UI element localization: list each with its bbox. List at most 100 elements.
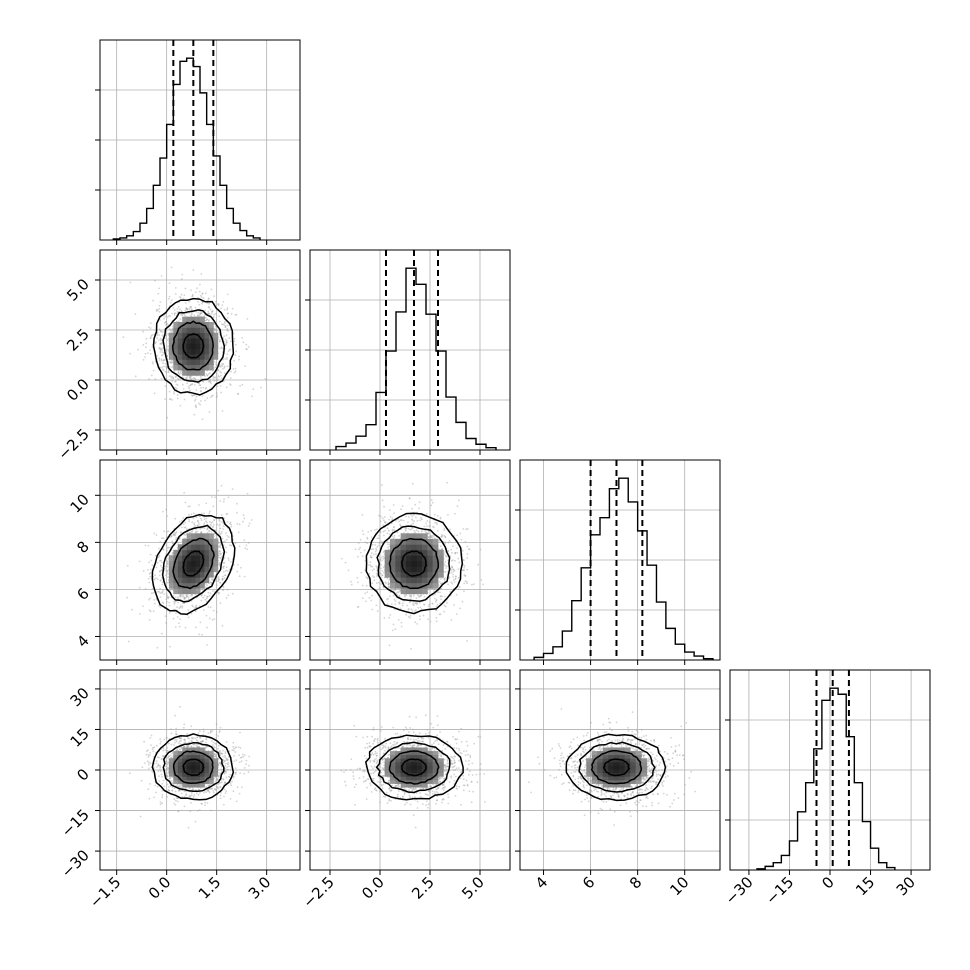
scatter-point [225,776,228,779]
scatter-point [157,309,159,312]
scatter-point [252,388,255,391]
scatter-point [211,310,213,313]
scatter-point [148,561,151,564]
scatter-point [223,556,226,559]
scatter-point [225,386,228,389]
scatter-point [411,603,414,606]
scatter-point [198,290,201,293]
scatter-point [213,295,216,298]
scatter-point [226,535,229,537]
scatter-point [452,571,454,573]
density-cell [400,577,407,584]
scatter-point [217,369,220,372]
density-cell [406,533,412,540]
scatter-point [168,601,171,604]
scatter-point [167,572,169,575]
scatter-point [218,591,221,594]
scatter-point [196,740,199,742]
scatter-point [224,324,227,327]
scatter-point [411,507,413,510]
density-cell [400,544,407,551]
scatter-point [155,791,157,794]
scatter-point [177,596,179,598]
scatter-point [411,527,414,529]
scatter-point [190,289,192,292]
scatter-point [179,296,181,298]
scatter-point [212,525,215,528]
contour-level [182,333,205,359]
scatter-point [452,568,455,571]
scatter-point [186,308,189,310]
scatter-point [191,521,194,524]
scatter-point [360,571,363,574]
scatter-point [427,536,430,538]
scatter-point [394,589,396,591]
density-cell [204,348,210,355]
scatter-point [220,514,223,516]
density-cell [204,338,210,344]
scatter-point [192,394,195,396]
scatter-point [235,759,238,761]
density-cell [411,577,418,584]
scatter-point [216,329,218,332]
density-cell [400,533,407,540]
axes-frame [99,249,301,451]
scatter-point [203,518,206,521]
scatter-point [164,615,167,618]
scatter-point [213,618,216,620]
scatter-point [149,597,152,600]
scatter-point [466,545,469,548]
scatter-point [215,392,218,394]
scatter-point [449,528,451,531]
density-cell [182,555,188,562]
scatter-point [172,377,175,379]
density-cell [182,577,188,584]
scatter-point [200,599,203,602]
scatter-point [166,365,168,368]
scatter-point [165,570,168,572]
scatter-point [407,615,410,618]
scatter-point [206,528,209,531]
scatter-point [195,516,198,519]
scatter-point [440,587,442,590]
scatter-point [441,595,443,598]
scatter-point [172,307,175,309]
scatter-point [420,516,422,519]
scatter-point [222,541,225,544]
scatter-point [194,610,197,613]
density-cell [186,582,192,589]
scatter-point [149,353,152,355]
scatter-point [155,310,158,312]
density-cell [200,544,205,551]
scatter-point [160,569,163,571]
scatter-point [458,586,461,588]
scatter-point [171,361,174,364]
scatter-point [206,584,208,587]
density-cell [204,322,210,328]
scatter-point [226,353,229,356]
density-cell [186,544,192,551]
scatter-point [170,779,172,782]
density-cell [182,588,188,595]
scatter-point [194,626,197,629]
scatter-point [217,563,220,566]
scatter-point [230,370,232,373]
scatter-point [185,307,188,309]
scatter-point [153,602,156,605]
scatter-point [206,595,209,598]
scatter-point [378,542,381,545]
scatter-point [226,312,229,315]
density-cell [195,327,201,334]
scatter-point [357,555,359,558]
density-cell [182,571,188,578]
scatter-point [386,603,389,606]
scatter-point [186,745,189,748]
scatter-point [393,526,395,529]
scatter-point [194,820,197,823]
scatter-point [408,601,411,603]
density-cell [390,544,396,551]
scatter-point [224,326,227,329]
scatter-point [148,326,150,329]
scatter-point [370,536,373,539]
scatter-point [223,366,226,369]
